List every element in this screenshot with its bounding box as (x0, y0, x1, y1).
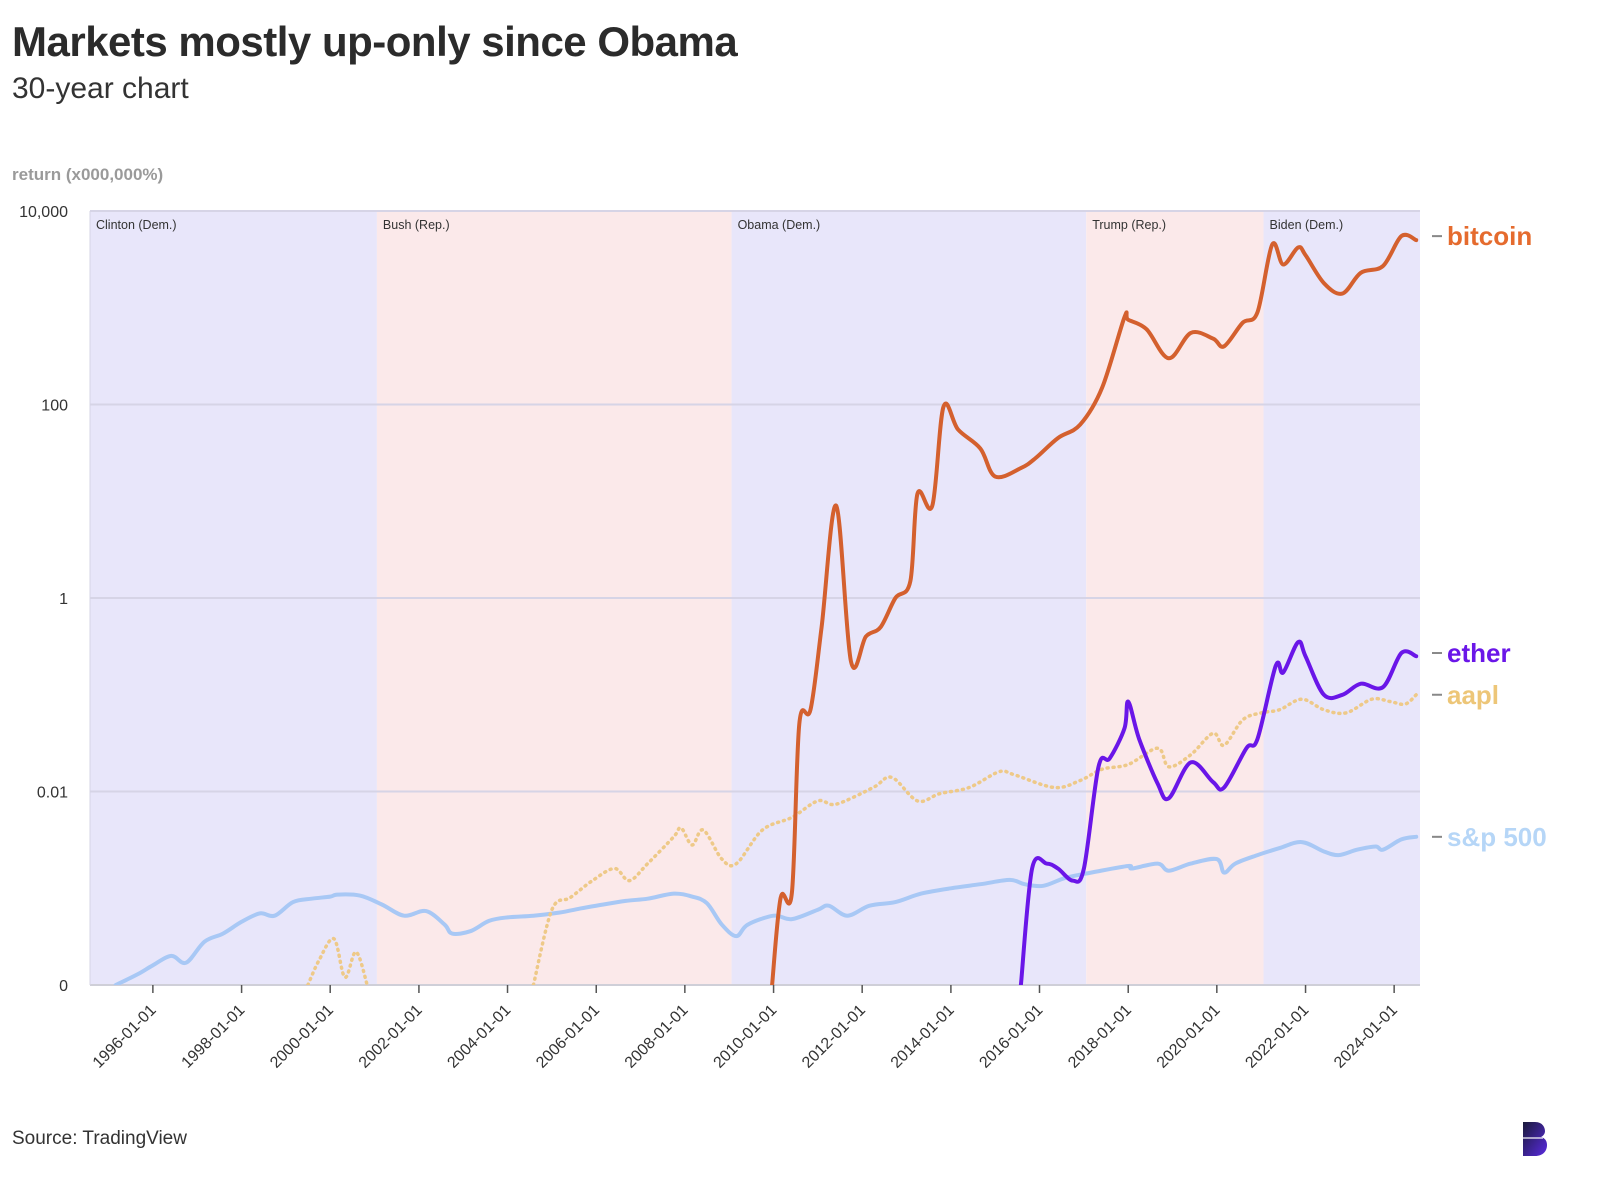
y-tick-label-0: 10,000 (19, 204, 68, 221)
brand-logo-icon (1523, 1122, 1547, 1156)
series-line-aapl (306, 936, 369, 985)
x-axis-ticks: 1996-01-01 1998-01-01 2000-01-01 2002-01-01… (90, 985, 1401, 1072)
x-tick-label-5: 2006-01-01 (533, 1002, 603, 1072)
y-tick-label-1: 100 (41, 398, 68, 415)
source-note: Source: TradingView (12, 1128, 187, 1149)
end-label-ether: ether (1447, 638, 1511, 668)
chart-subtitle: 30-year chart (12, 72, 189, 105)
end-label-bitcoin: bitcoin (1447, 221, 1532, 251)
era-label-4: Biden (Dem.) (1270, 218, 1344, 232)
x-tick-label-4: 2004-01-01 (444, 1002, 514, 1072)
x-tick-label-14: 2024-01-01 (1331, 1002, 1401, 1072)
x-tick-label-11: 2018-01-01 (1065, 1002, 1135, 1072)
series-lines (113, 232, 1419, 985)
series-line-ether (1018, 639, 1419, 985)
y-tick-label-4: 0 (59, 978, 68, 995)
x-tick-label-8: 2012-01-01 (799, 1002, 869, 1072)
x-tick-label-12: 2020-01-01 (1154, 1002, 1224, 1072)
chart-title: Markets mostly up-only since Obama (12, 18, 738, 65)
x-tick-label-1: 1998-01-01 (179, 1002, 249, 1072)
grid-lines (89, 210, 1420, 986)
x-tick-label-0: 1996-01-01 (90, 1002, 160, 1072)
x-tick-label-9: 2014-01-01 (888, 1002, 958, 1072)
series-line-aapl-b (531, 693, 1418, 985)
era-label-2: Obama (Dem.) (738, 218, 821, 232)
y-tick-label-2: 1 (59, 591, 68, 608)
series-end-labels: bitcoin ether aapl s&p 500 (1432, 221, 1547, 852)
y-axis-ticks: 10,000 100 1 0.01 0 (19, 204, 68, 995)
x-tick-label-10: 2016-01-01 (976, 1002, 1046, 1072)
x-tick-label-6: 2008-01-01 (622, 1002, 692, 1072)
x-tick-label-2: 2000-01-01 (267, 1002, 337, 1072)
era-label-3: Trump (Rep.) (1092, 218, 1166, 232)
era-label-1: Bush (Rep.) (383, 218, 450, 232)
end-label-aapl: aapl (1447, 680, 1499, 710)
series-line-s-p-500 (113, 834, 1419, 985)
end-label-sp500: s&p 500 (1447, 822, 1547, 852)
y-tick-label-3: 0.01 (37, 785, 68, 802)
era-label-0: Clinton (Dem.) (96, 218, 177, 232)
series-line-bitcoin (770, 232, 1419, 985)
y-axis-label: return (x000,000%) (12, 165, 163, 184)
x-tick-label-3: 2002-01-01 (356, 1002, 426, 1072)
x-tick-label-7: 2010-01-01 (711, 1002, 781, 1072)
x-tick-label-13: 2022-01-01 (1242, 1002, 1312, 1072)
